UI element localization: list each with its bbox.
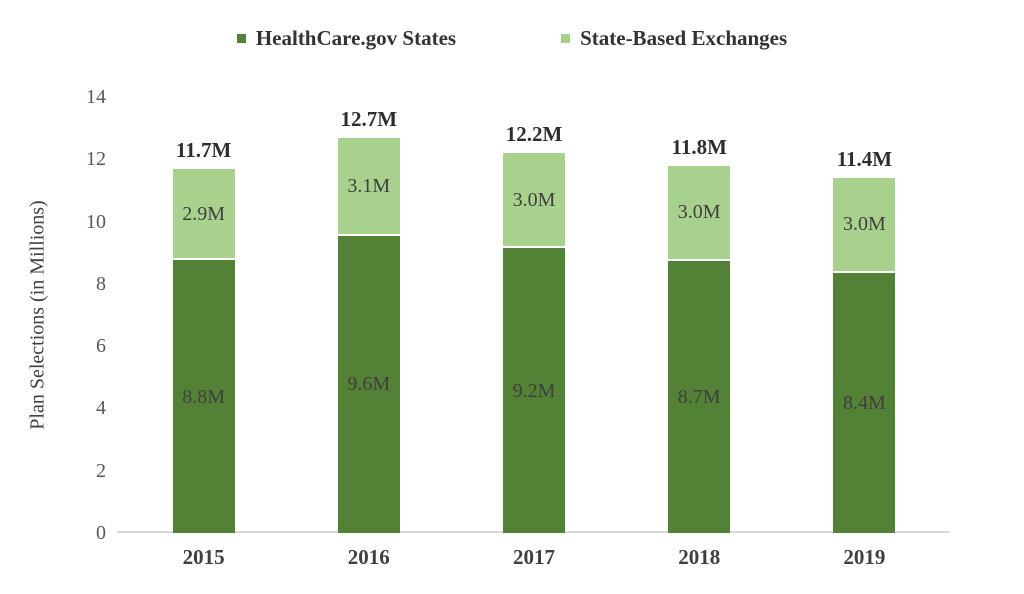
segment-value-label: 3.0M	[843, 213, 886, 236]
bar-group-2015: 11.7M 2.9M 8.8M 2015	[121, 97, 286, 568]
y-tick-label-10: 10	[86, 210, 106, 233]
total-label-2017: 12.2M	[505, 122, 563, 147]
plot-area: 11.7M 2.9M 8.8M 2015 12.7M 3.1M 9.6M 2016 12.2M 3…	[121, 97, 947, 568]
segment-value-label: 3.0M	[677, 201, 721, 224]
bar-stack-2017: 12.2M 3.0M 9.2M	[503, 124, 565, 533]
total-label-2019: 11.4M	[836, 146, 893, 171]
segment-value-label: 3.0M	[512, 188, 556, 211]
segment-healthcare-gov-states-2015: 8.8M	[172, 260, 235, 533]
segment-state-based-exchanges-2018: 3.0M	[668, 165, 731, 262]
x-axis-label-2015: 2015	[182, 545, 225, 569]
segment-healthcare-gov-states-2019: 8.4M	[833, 272, 896, 533]
y-axis-title: Plan Selections (in Millions)	[26, 200, 49, 430]
x-axis-label-2017: 2017	[513, 545, 555, 569]
chart-legend: HealthCare.gov States State-Based Exchang…	[0, 26, 1024, 51]
x-axis-label-2018: 2018	[678, 545, 721, 569]
legend-swatch-icon	[561, 34, 571, 43]
x-axis-label-2019: 2019	[843, 545, 886, 569]
segment-value-label: 8.7M	[677, 386, 721, 409]
total-label-2016: 12.7M	[340, 106, 398, 131]
y-tick-label-0: 0	[96, 522, 106, 544]
segment-healthcare-gov-states-2017: 9.2M	[503, 248, 565, 533]
segment-value-label: 9.2M	[512, 379, 556, 402]
bar-stack-2019: 11.4M 3.0M 8.4M	[833, 148, 896, 533]
legend-label: HealthCare.gov States	[255, 26, 457, 50]
segment-value-label: 2.9M	[182, 202, 225, 225]
legend-label: State-Based Exchanges	[580, 26, 788, 50]
x-axis-label-2016: 2016	[347, 545, 390, 569]
bar-group-2017: 12.2M 3.0M 9.2M 2017	[451, 97, 616, 568]
segment-value-label: 3.1M	[347, 174, 391, 197]
segment-value-label: 8.8M	[182, 385, 225, 408]
segment-value-label: 9.6M	[347, 373, 391, 396]
y-tick-label-8: 8	[96, 272, 106, 295]
y-tick-label-2: 2	[96, 459, 106, 482]
bar-stack-2015: 11.7M 2.9M 8.8M	[172, 139, 235, 533]
bar-group-2018: 11.8M 3.0M 8.7M 2018	[617, 97, 782, 568]
y-tick-label-12: 12	[86, 148, 106, 171]
bar-group-2016: 12.7M 3.1M 9.6M 2016	[286, 97, 451, 568]
legend-item-healthcare-gov-states: HealthCare.gov States	[236, 26, 457, 51]
segment-state-based-exchanges-2019: 3.0M	[833, 177, 896, 273]
bar-group-2019: 11.4M 3.0M 8.4M 2019	[782, 97, 947, 568]
y-tick-label-6: 6	[96, 335, 106, 358]
segment-state-based-exchanges-2015: 2.9M	[172, 168, 235, 261]
segment-healthcare-gov-states-2018: 8.7M	[668, 261, 731, 533]
segment-value-label: 8.4M	[843, 391, 886, 414]
segment-state-based-exchanges-2016: 3.1M	[337, 137, 400, 236]
bar-stack-2018: 11.8M 3.0M 8.7M	[668, 136, 731, 533]
segment-state-based-exchanges-2017: 3.0M	[503, 153, 565, 248]
legend-item-state-based-exchanges: State-Based Exchanges	[561, 26, 787, 51]
total-label-2015: 11.7M	[175, 137, 232, 162]
y-axis-ticks: 0 2 4 6 8 10 12 14	[58, 87, 106, 543]
total-label-2018: 11.8M	[671, 134, 727, 159]
y-tick-label-4: 4	[96, 397, 106, 420]
legend-swatch-icon	[236, 34, 246, 43]
bar-stack-2016: 12.7M 3.1M 9.6M	[337, 108, 400, 533]
segment-healthcare-gov-states-2016: 9.6M	[337, 235, 400, 533]
y-tick-label-14: 14	[86, 86, 106, 108]
